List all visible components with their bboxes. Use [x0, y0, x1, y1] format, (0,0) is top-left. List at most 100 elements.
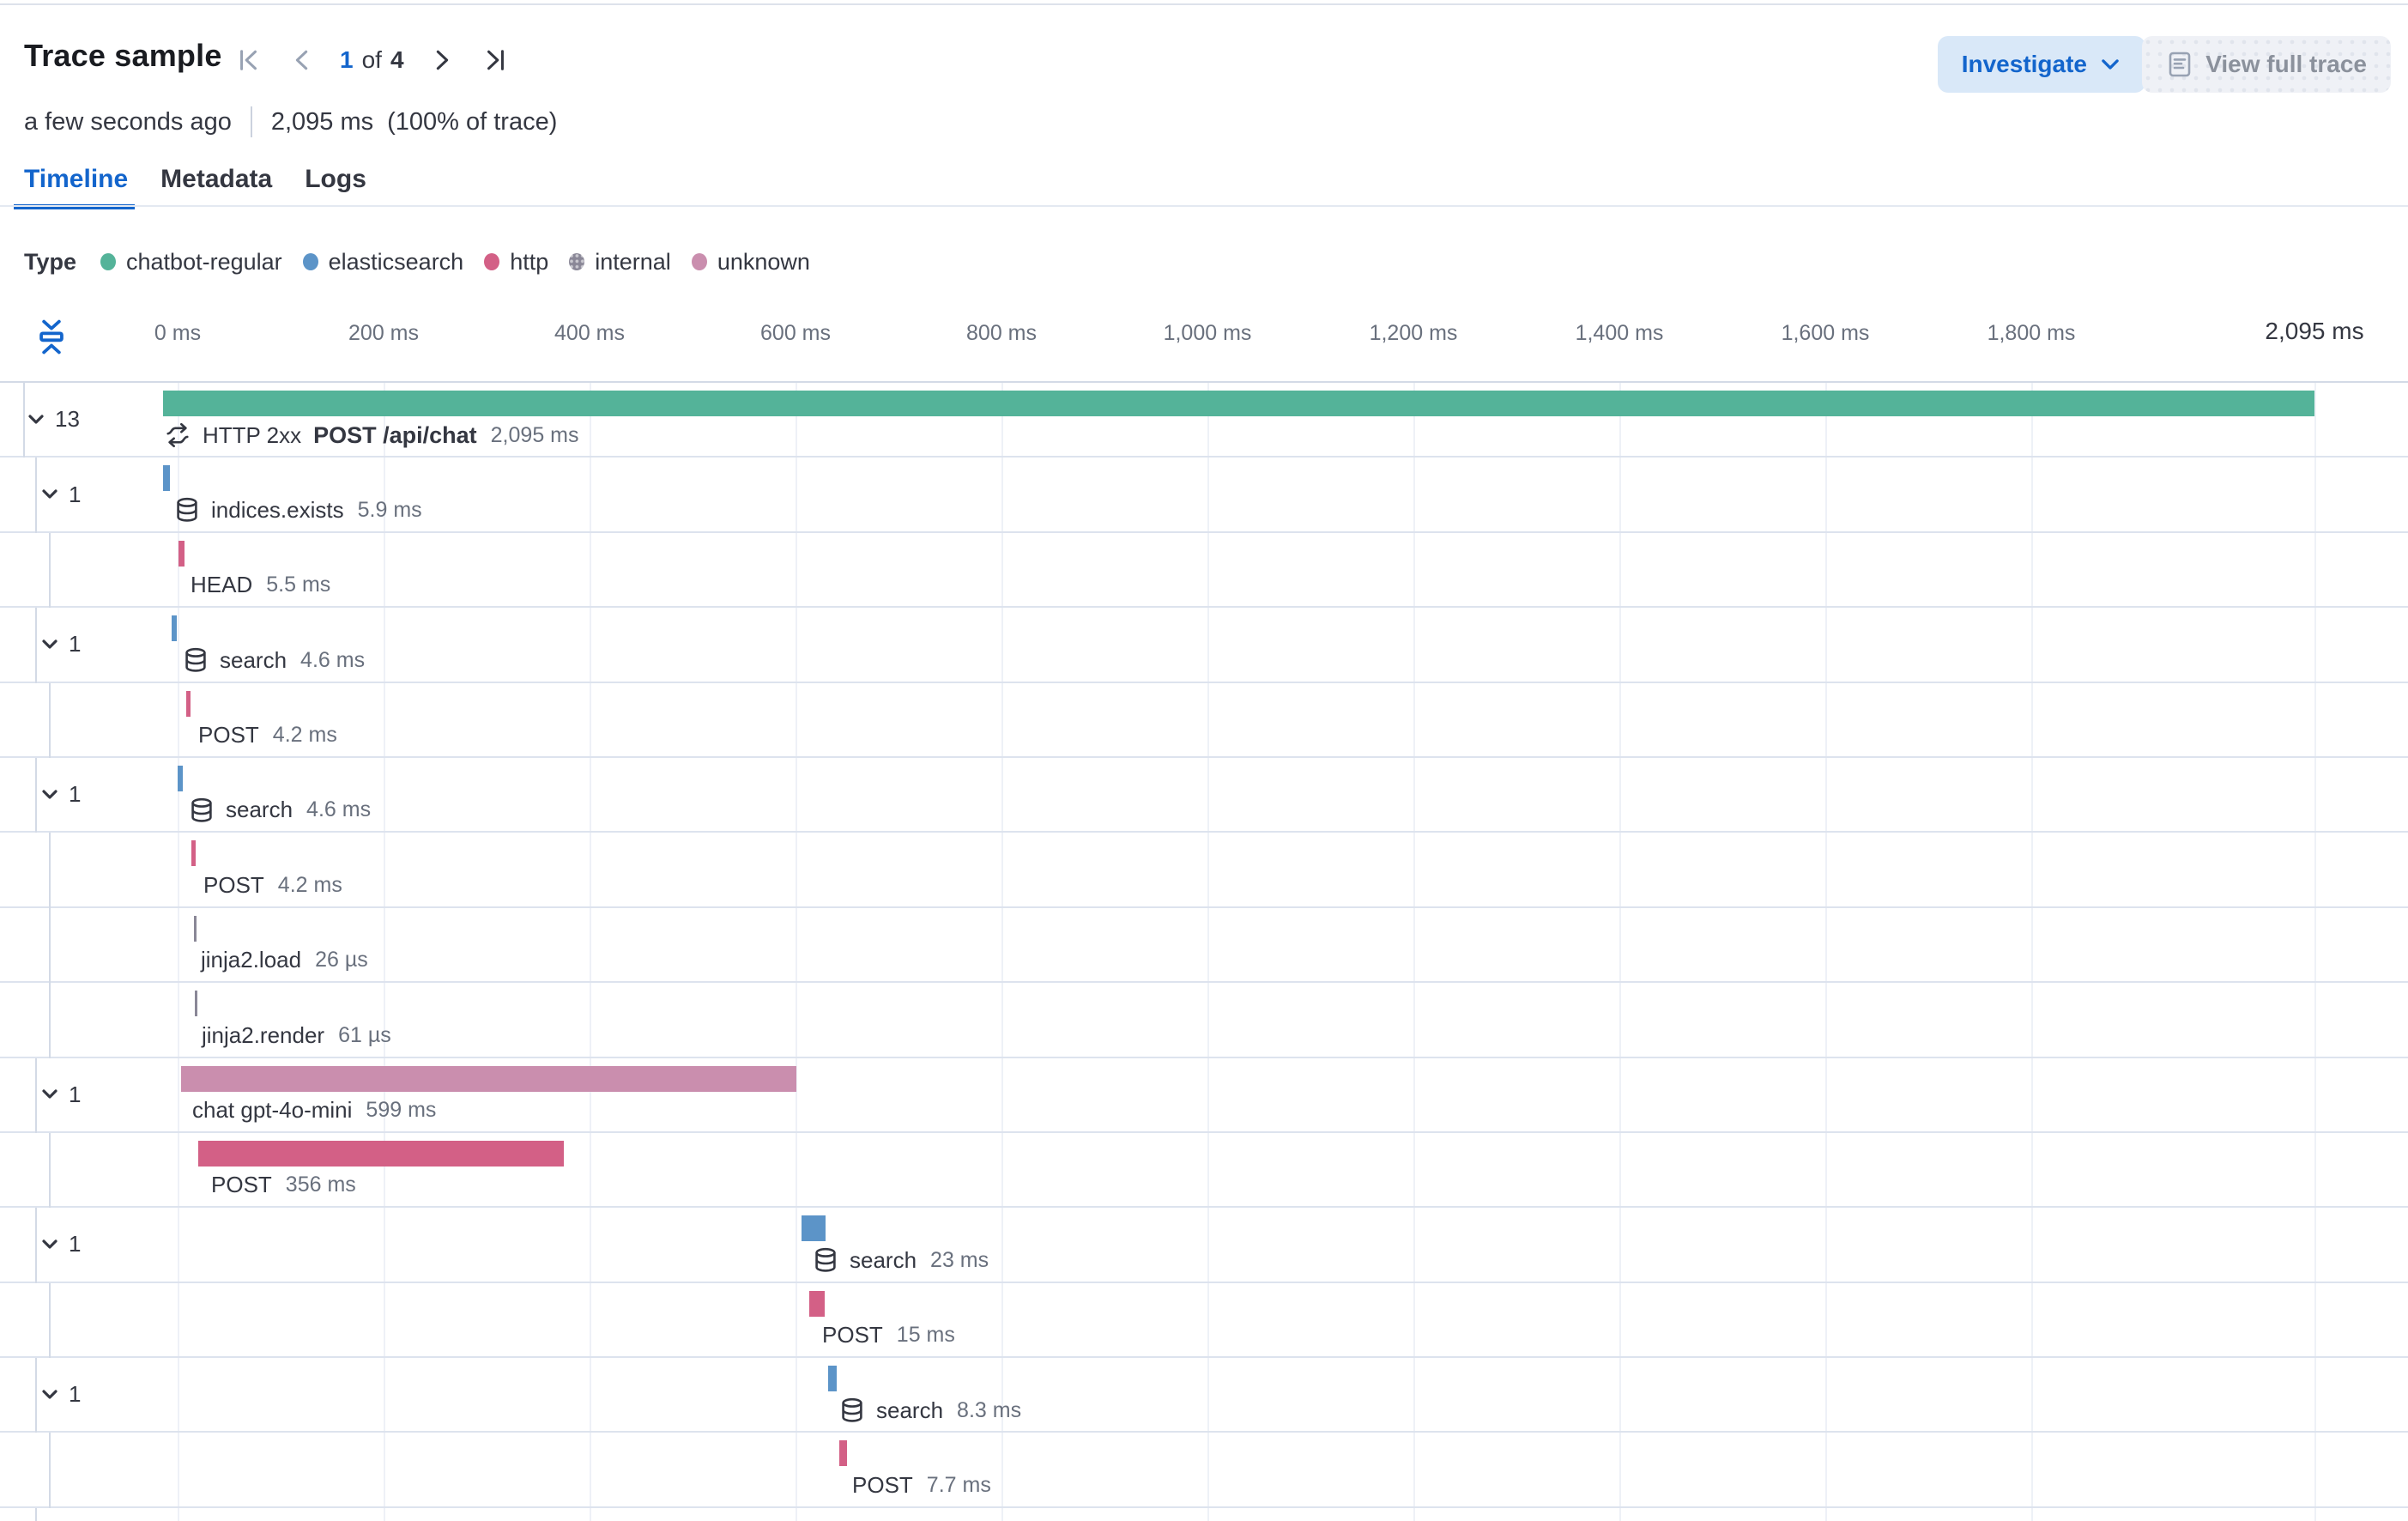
- accordion-toggle[interactable]: 1: [39, 608, 81, 681]
- span-bar-unknown[interactable]: [181, 1065, 796, 1092]
- span-label[interactable]: search 4.6 ms: [184, 645, 365, 676]
- legend-dot-unknown: [691, 253, 707, 270]
- span-bar-elasticsearch[interactable]: [172, 615, 177, 642]
- axis-tick-label: 200 ms: [348, 321, 419, 345]
- child-count: 13: [55, 406, 80, 433]
- waterfall-row[interactable]: POST 4.2 ms: [0, 833, 2408, 908]
- span-label[interactable]: jinja2.render 61 µs: [202, 1020, 391, 1051]
- span-bar-http[interactable]: [186, 690, 191, 717]
- database-icon: [191, 797, 212, 822]
- span-bar-http[interactable]: [809, 1290, 825, 1317]
- investigate-button[interactable]: Investigate: [1937, 36, 2145, 93]
- first-page-button[interactable]: [230, 41, 268, 79]
- legend-item-internal[interactable]: internal: [569, 249, 671, 276]
- database-icon: [185, 648, 206, 672]
- accordion-toggle[interactable]: 1: [39, 758, 81, 831]
- span-label[interactable]: POST 7.7 ms: [852, 1469, 991, 1500]
- span-bar-internal[interactable]: [194, 915, 197, 942]
- child-count: 1: [69, 1381, 82, 1408]
- span-name: POST: [198, 722, 259, 748]
- nesting-guide: [49, 1282, 51, 1359]
- previous-page-button[interactable]: [283, 41, 321, 79]
- span-bar-elasticsearch[interactable]: [178, 765, 183, 791]
- child-count: 1: [69, 781, 82, 808]
- accordion-toggle[interactable]: 13: [26, 383, 80, 456]
- accordion-toggle[interactable]: 1: [39, 458, 81, 530]
- waterfall-row[interactable]: POST 4.2 ms: [0, 682, 2408, 758]
- waterfall-row[interactable]: POST 7.7 ms: [0, 1433, 2408, 1508]
- waterfall-row-partial: [0, 1507, 2408, 1521]
- span-name: POST: [211, 1172, 272, 1198]
- waterfall-row[interactable]: 1 indices.exists 5.9 ms: [0, 458, 2408, 533]
- span-duration: 15 ms: [896, 1323, 955, 1348]
- timeline-gridline: [1619, 383, 1621, 1521]
- span-label[interactable]: POST 4.2 ms: [198, 720, 337, 751]
- axis-tick-label: 1,600 ms: [1781, 321, 1870, 345]
- accordion-chevron-icon: [42, 489, 57, 499]
- span-bar-internal[interactable]: [195, 991, 198, 1017]
- span-bar-elasticsearch[interactable]: [828, 1366, 837, 1392]
- tab-bar: Timeline Metadata Logs: [14, 165, 366, 209]
- span-duration: 4.6 ms: [300, 647, 366, 672]
- legend-dot-elasticsearch: [302, 253, 318, 270]
- tab-metadata[interactable]: Metadata: [160, 165, 273, 193]
- subtitle-divider: [250, 106, 252, 137]
- span-label[interactable]: indices.exists 5.9 ms: [175, 494, 422, 525]
- legend-item-unknown[interactable]: unknown: [691, 249, 810, 276]
- waterfall-row[interactable]: HEAD 5.5 ms: [0, 532, 2408, 609]
- waterfall-row[interactable]: 1 search 8.3 ms: [0, 1358, 2408, 1433]
- span-label[interactable]: search 23 ms: [814, 1245, 989, 1276]
- span-label[interactable]: POST 356 ms: [211, 1170, 356, 1201]
- accordion-toggle[interactable]: 1: [39, 1358, 81, 1431]
- waterfall-row[interactable]: 13 HTTP 2xx POST /api/chat 2,095 ms: [0, 383, 2408, 458]
- span-bar-chatbot-regular[interactable]: [163, 391, 2314, 416]
- waterfall-row[interactable]: jinja2.render 61 µs: [0, 983, 2408, 1058]
- legend-item-elasticsearch[interactable]: elasticsearch: [302, 249, 463, 276]
- nesting-guide: [49, 532, 51, 609]
- span-label[interactable]: jinja2.load 26 µs: [201, 945, 368, 976]
- span-label[interactable]: POST 15 ms: [822, 1320, 955, 1351]
- span-label[interactable]: POST 4.2 ms: [203, 870, 342, 900]
- waterfall-row[interactable]: POST 356 ms: [0, 1132, 2408, 1209]
- legend-item-chatbot-regular[interactable]: chatbot-regular: [100, 249, 282, 276]
- legend-item-http[interactable]: http: [484, 249, 548, 276]
- view-full-trace-button[interactable]: View full trace: [2142, 36, 2391, 93]
- span-bar-http[interactable]: [198, 1140, 564, 1167]
- accordion-chevron-icon: [42, 1089, 57, 1099]
- span-bar-http[interactable]: [191, 840, 196, 867]
- child-count: 1: [69, 631, 82, 657]
- tab-logs[interactable]: Logs: [305, 165, 366, 193]
- axis-tick-label: 2,095 ms: [2265, 318, 2364, 344]
- waterfall-row[interactable]: 1 search 23 ms: [0, 1208, 2408, 1283]
- span-bar-http[interactable]: [178, 540, 185, 567]
- span-label[interactable]: search 4.6 ms: [190, 795, 371, 826]
- span-bar-elasticsearch[interactable]: [802, 1215, 826, 1242]
- span-name: search: [220, 646, 287, 673]
- current-page: 1: [340, 46, 354, 73]
- waterfall-row[interactable]: POST 15 ms: [0, 1282, 2408, 1359]
- database-icon: [842, 1397, 862, 1422]
- tab-timeline[interactable]: Timeline: [14, 165, 135, 209]
- span-label[interactable]: chat gpt-4o-mini 599 ms: [192, 1095, 436, 1126]
- waterfall-row[interactable]: jinja2.load 26 µs: [0, 907, 2408, 984]
- span-name: POST: [203, 871, 264, 898]
- span-bar-elasticsearch[interactable]: [163, 465, 170, 492]
- nesting-guide: [35, 757, 37, 833]
- waterfall-row[interactable]: 1 search 4.6 ms: [0, 757, 2408, 833]
- axis-tick-label: 1,400 ms: [1575, 321, 1664, 345]
- span-duration: 8.3 ms: [957, 1397, 1022, 1422]
- database-icon: [815, 1248, 836, 1272]
- waterfall-row[interactable]: 1 search 4.6 ms: [0, 608, 2408, 683]
- span-name: chat gpt-4o-mini: [192, 1097, 353, 1124]
- accordion-toggle[interactable]: 1: [39, 1208, 81, 1281]
- collapse-all-button[interactable]: [36, 319, 67, 357]
- span-label[interactable]: HTTP 2xx POST /api/chat 2,095 ms: [165, 420, 579, 451]
- axis-tick-label: 0 ms: [154, 321, 202, 345]
- last-page-button[interactable]: [476, 41, 514, 79]
- span-bar-http[interactable]: [839, 1440, 848, 1467]
- span-label[interactable]: HEAD 5.5 ms: [191, 570, 330, 601]
- accordion-toggle[interactable]: 1: [39, 1058, 81, 1131]
- span-label[interactable]: search 8.3 ms: [840, 1395, 1021, 1426]
- next-page-button[interactable]: [423, 41, 461, 79]
- waterfall-row[interactable]: 1 chat gpt-4o-mini 599 ms: [0, 1057, 2408, 1133]
